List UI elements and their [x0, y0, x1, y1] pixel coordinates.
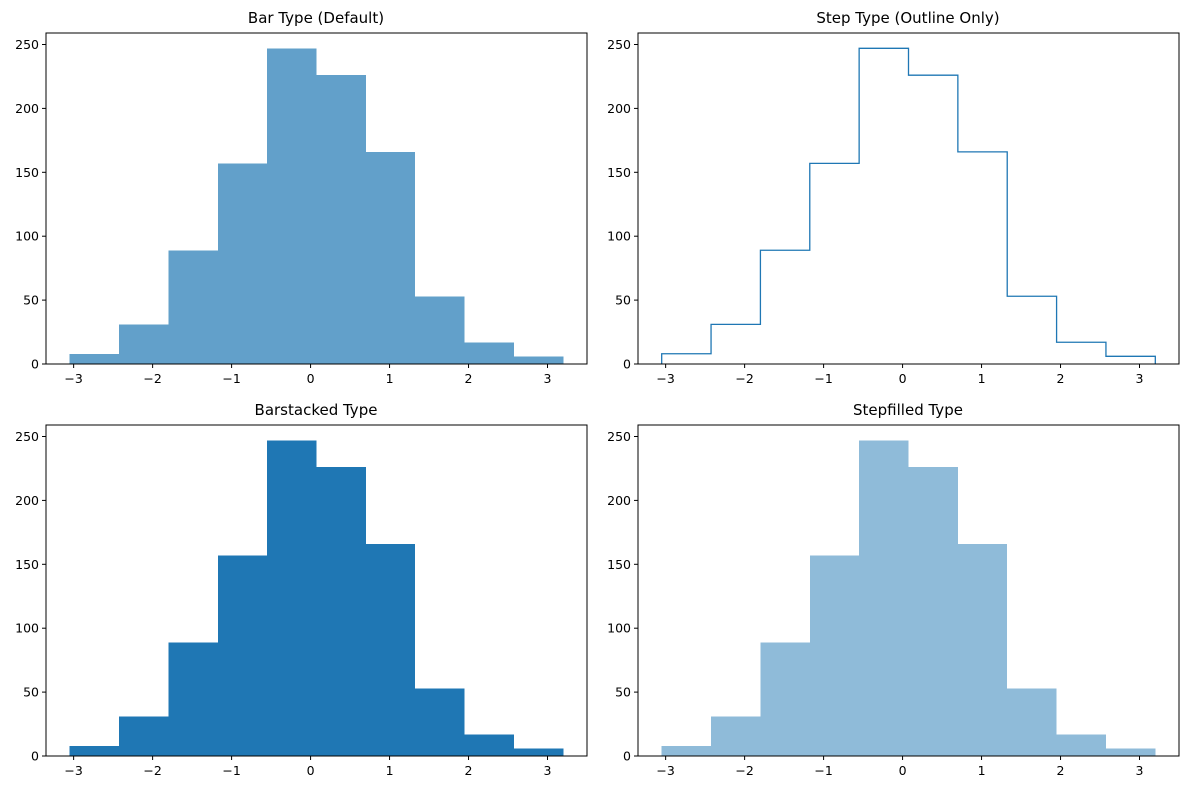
histogram-bar [217, 163, 268, 364]
x-tick-label: 1 [978, 371, 986, 386]
x-tick-label: 0 [307, 371, 315, 386]
histogram-bar [513, 748, 564, 756]
subplot-title: Bar Type (Default) [248, 9, 384, 27]
subplot-title: Stepfilled Type [853, 401, 963, 419]
y-tick-label: 250 [607, 429, 631, 444]
x-tick-label: −3 [656, 371, 674, 386]
histogram-bar [957, 543, 1008, 756]
y-tick-label: 100 [607, 621, 631, 636]
x-tick-label: 0 [899, 371, 907, 386]
y-tick-label: 100 [15, 621, 39, 636]
y-tick-label: 250 [15, 37, 39, 52]
x-tick-label: 1 [978, 763, 986, 778]
histogram-bar [661, 745, 712, 756]
subplot-stepfilled: Stepfilled Type −3 −2 −1 0 1 2 3 0 50 100 150 200 25… [607, 401, 1180, 778]
y-tick-label: 200 [607, 493, 631, 508]
y-tick-label: 200 [607, 101, 631, 116]
histogram-bar [316, 75, 366, 365]
histogram-bar [464, 734, 514, 756]
x-tick-label: 3 [1136, 371, 1144, 386]
histogram-bar [119, 324, 169, 364]
y-tick-label: 100 [15, 229, 39, 244]
x-tick-label: 1 [386, 371, 394, 386]
histogram-bar [217, 555, 268, 756]
histogram-bar [809, 555, 860, 756]
y-tick-label: 0 [623, 357, 631, 372]
x-tick-label: 1 [386, 763, 394, 778]
histogram-bar [908, 467, 958, 756]
histogram-bar [168, 642, 218, 756]
subplot-title: Barstacked Type [255, 401, 378, 419]
y-tick-label: 150 [15, 557, 39, 572]
x-tick-label: −1 [222, 371, 240, 386]
y-tick-label: 50 [23, 685, 39, 700]
subplot-title: Step Type (Outline Only) [816, 9, 999, 27]
x-tick-label: 2 [1057, 763, 1065, 778]
y-tick-label: 50 [615, 685, 631, 700]
histogram-bar [859, 440, 909, 756]
x-tick-label: −2 [735, 371, 753, 386]
x-tick-label: −3 [656, 763, 674, 778]
y-tick-label: 50 [23, 293, 39, 308]
histogram-bar [365, 151, 416, 364]
histogram-bar [1105, 748, 1156, 756]
axes-frame [45, 32, 588, 365]
y-tick-label: 50 [615, 293, 631, 308]
x-tick-label: −1 [814, 371, 832, 386]
axes-frame [637, 424, 1180, 757]
histogram-step-outline [661, 47, 1156, 364]
x-tick-label: −1 [222, 763, 240, 778]
x-tick-label: 3 [1136, 763, 1144, 778]
x-tick-label: 3 [544, 371, 552, 386]
y-tick-label: 200 [15, 493, 39, 508]
histogram-bar [119, 716, 169, 756]
histogram-bar [513, 356, 564, 364]
y-tick-label: 200 [15, 101, 39, 116]
x-tick-label: 2 [465, 763, 473, 778]
y-tick-label: 150 [607, 557, 631, 572]
x-tick-label: −3 [64, 763, 82, 778]
y-tick-label: 0 [31, 749, 39, 764]
subplot-bar: Bar Type (Default) −3 −2 −1 0 1 2 3 0 50 100 150 20… [15, 9, 588, 386]
x-tick-label: −3 [64, 371, 82, 386]
histogram-bar [316, 467, 366, 756]
y-tick-label: 0 [31, 357, 39, 372]
y-tick-label: 150 [15, 165, 39, 180]
x-tick-label: 3 [544, 763, 552, 778]
axes-frame [45, 424, 588, 757]
histogram-bar [464, 342, 514, 364]
histogram-bar [267, 48, 317, 364]
histogram-bar [415, 296, 465, 364]
axes-frame [637, 32, 1180, 365]
y-tick-label: 250 [607, 37, 631, 52]
histogram-bar [69, 745, 120, 756]
histogram-bar [1056, 734, 1106, 756]
x-tick-label: −2 [143, 763, 161, 778]
histogram-bar [415, 688, 465, 756]
histogram-bar [365, 543, 416, 756]
histogram-bar [168, 250, 218, 364]
y-tick-label: 0 [623, 749, 631, 764]
histogram-bar [267, 440, 317, 756]
histogram-bar [760, 642, 810, 756]
x-tick-label: 2 [465, 371, 473, 386]
histogram-bar [1007, 688, 1057, 756]
y-tick-label: 150 [607, 165, 631, 180]
subplot-step: Step Type (Outline Only) −3 −2 −1 0 1 2 3 0 50 10… [607, 9, 1180, 386]
y-tick-label: 250 [15, 429, 39, 444]
x-tick-label: −1 [814, 763, 832, 778]
x-tick-label: 0 [899, 763, 907, 778]
x-tick-label: −2 [143, 371, 161, 386]
histogram-bar [69, 353, 120, 364]
x-tick-label: 2 [1057, 371, 1065, 386]
x-tick-label: 0 [307, 763, 315, 778]
y-tick-label: 100 [607, 229, 631, 244]
x-tick-label: −2 [735, 763, 753, 778]
histogram-bar [711, 716, 761, 756]
subplot-barstacked: Barstacked Type −3 −2 −1 0 1 2 3 0 50 100 150 200 25… [15, 401, 588, 778]
